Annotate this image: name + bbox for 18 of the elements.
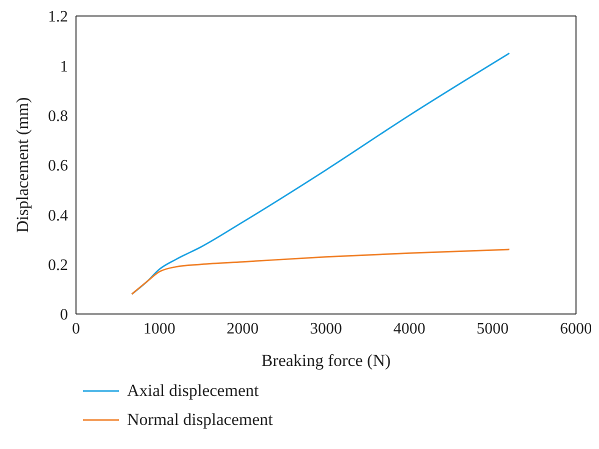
x-tick-label: 0 (72, 320, 80, 338)
x-tick-label: 2000 (226, 320, 259, 338)
y-tick-label: 0.8 (48, 108, 68, 126)
x-tick-label: 3000 (310, 320, 342, 338)
line-series (131, 248, 510, 295)
y-tick-label: 0.2 (48, 257, 68, 274)
x-tick-label: 1000 (143, 320, 176, 338)
x-tick-label: 5000 (476, 320, 509, 338)
y-tick-label: 0.6 (48, 158, 68, 175)
y-tick-label: 0.4 (48, 207, 68, 224)
legend-label: Axial displecement (127, 380, 259, 402)
x-axis-title: Breaking force (N) (261, 351, 391, 370)
y-tick-label: 1 (60, 58, 68, 76)
legend-label: Normal displacement (127, 409, 273, 431)
y-tick-label: 0 (60, 306, 68, 324)
y-tick-label: 1.2 (48, 8, 68, 26)
x-tick-label: 4000 (393, 320, 426, 338)
y-axis-title: Displacement (mm) (13, 97, 32, 233)
